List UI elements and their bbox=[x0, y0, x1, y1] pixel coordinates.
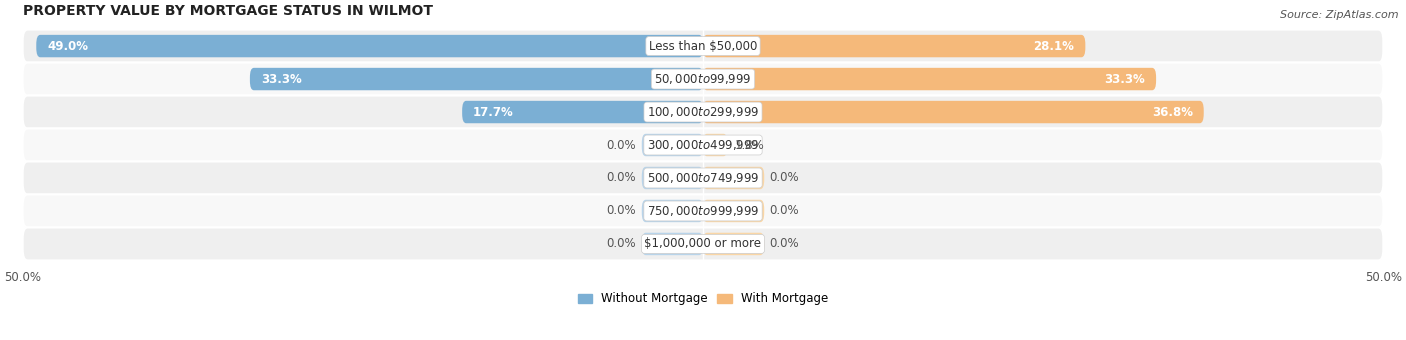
Text: 0.0%: 0.0% bbox=[607, 171, 637, 185]
Text: 17.7%: 17.7% bbox=[472, 105, 513, 119]
Text: $100,000 to $299,999: $100,000 to $299,999 bbox=[647, 105, 759, 119]
FancyBboxPatch shape bbox=[463, 101, 703, 123]
FancyBboxPatch shape bbox=[703, 35, 1085, 57]
Text: $500,000 to $749,999: $500,000 to $749,999 bbox=[647, 171, 759, 185]
FancyBboxPatch shape bbox=[22, 129, 1384, 162]
Text: 49.0%: 49.0% bbox=[48, 39, 89, 53]
Text: 0.0%: 0.0% bbox=[769, 237, 799, 251]
Text: 0.0%: 0.0% bbox=[769, 204, 799, 218]
Text: 33.3%: 33.3% bbox=[260, 72, 301, 86]
Text: 0.0%: 0.0% bbox=[607, 237, 637, 251]
FancyBboxPatch shape bbox=[641, 233, 703, 255]
Legend: Without Mortgage, With Mortgage: Without Mortgage, With Mortgage bbox=[574, 288, 832, 310]
FancyBboxPatch shape bbox=[22, 63, 1384, 96]
Text: $300,000 to $499,999: $300,000 to $499,999 bbox=[647, 138, 759, 152]
Text: 28.1%: 28.1% bbox=[1033, 39, 1074, 53]
FancyBboxPatch shape bbox=[22, 96, 1384, 129]
Text: $1,000,000 or more: $1,000,000 or more bbox=[644, 237, 762, 251]
Text: 0.0%: 0.0% bbox=[607, 204, 637, 218]
FancyBboxPatch shape bbox=[250, 68, 703, 90]
FancyBboxPatch shape bbox=[703, 134, 727, 156]
Text: 0.0%: 0.0% bbox=[607, 138, 637, 152]
Text: $750,000 to $999,999: $750,000 to $999,999 bbox=[647, 204, 759, 218]
FancyBboxPatch shape bbox=[22, 30, 1384, 63]
FancyBboxPatch shape bbox=[703, 101, 1204, 123]
FancyBboxPatch shape bbox=[641, 167, 703, 189]
FancyBboxPatch shape bbox=[37, 35, 703, 57]
Text: Source: ZipAtlas.com: Source: ZipAtlas.com bbox=[1281, 10, 1399, 20]
FancyBboxPatch shape bbox=[703, 68, 1156, 90]
FancyBboxPatch shape bbox=[22, 194, 1384, 227]
FancyBboxPatch shape bbox=[703, 200, 765, 222]
Text: Less than $50,000: Less than $50,000 bbox=[648, 39, 758, 53]
FancyBboxPatch shape bbox=[22, 227, 1384, 260]
Text: 33.3%: 33.3% bbox=[1105, 72, 1146, 86]
FancyBboxPatch shape bbox=[703, 233, 765, 255]
FancyBboxPatch shape bbox=[22, 162, 1384, 194]
FancyBboxPatch shape bbox=[641, 200, 703, 222]
Text: 1.8%: 1.8% bbox=[734, 138, 763, 152]
Text: 36.8%: 36.8% bbox=[1152, 105, 1192, 119]
FancyBboxPatch shape bbox=[703, 167, 765, 189]
Text: 0.0%: 0.0% bbox=[769, 171, 799, 185]
FancyBboxPatch shape bbox=[641, 134, 703, 156]
Text: $50,000 to $99,999: $50,000 to $99,999 bbox=[654, 72, 752, 86]
Text: PROPERTY VALUE BY MORTGAGE STATUS IN WILMOT: PROPERTY VALUE BY MORTGAGE STATUS IN WIL… bbox=[22, 4, 433, 18]
